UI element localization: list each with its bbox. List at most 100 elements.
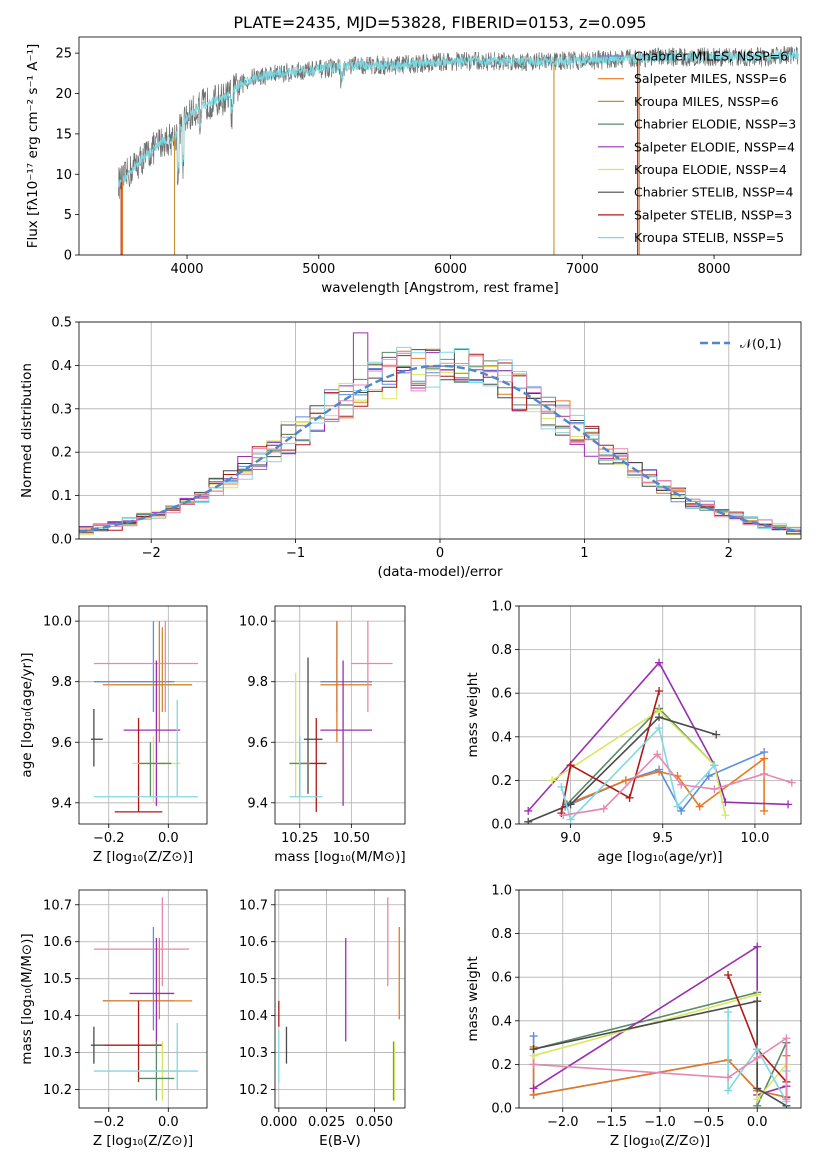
plot-area: [278, 897, 400, 1101]
weight-marker: [782, 1095, 791, 1104]
legend-entry: 𝒩(0,1): [740, 336, 782, 351]
x-tick-label: 1: [580, 546, 588, 561]
weight-marker: [529, 1060, 538, 1069]
y-tick-label: 10.0: [239, 615, 268, 630]
y-tick-label: 0.2: [491, 774, 512, 789]
x-axis-label: Z [log₁₀(Z/Z⊙)]: [610, 1133, 710, 1149]
error-bar-point: [102, 938, 193, 1020]
weight-marker: [621, 776, 630, 785]
error-bar-point: [93, 1023, 199, 1090]
y-tick-label: 10.2: [239, 1083, 268, 1098]
y-tick-label: 0.6: [491, 687, 512, 702]
error-bar-point: [93, 621, 199, 712]
y-tick-label: 0.0: [491, 1102, 512, 1117]
error-bar-point: [114, 718, 163, 813]
weight-marker: [566, 761, 575, 770]
weight-marker: [753, 1095, 762, 1104]
y-tick-label: 0.8: [491, 643, 512, 658]
x-tick-label: 8000: [697, 262, 730, 277]
weight-marker: [655, 724, 664, 733]
error-bar-point: [289, 736, 323, 798]
weight-marker: [524, 806, 533, 815]
x-tick-label: −0.2: [93, 1115, 125, 1130]
mass-vs-ebv-panel: 0.000 0.025 0.050 10.2 10.3 10.4 10.5 10.6 10.7 E…: [239, 889, 406, 1149]
legend-entry: Salpeter ELODIE, NSSP=4: [634, 139, 795, 154]
error-bar-point: [299, 718, 327, 812]
y-tick-label: 9.6: [51, 736, 72, 751]
y-tick-label: 5: [64, 208, 72, 223]
weight-marker: [557, 782, 566, 791]
weight-marker: [566, 815, 575, 824]
error-bar-point: [320, 660, 372, 806]
weight-marker: [673, 802, 682, 811]
weight-marker: [625, 793, 634, 802]
weight-marker: [724, 1008, 733, 1017]
weight-marker: [724, 1086, 733, 1095]
x-axis-label: wavelength [Angstrom, rest frame]: [321, 280, 559, 296]
y-tick-label: 0.8: [491, 927, 512, 942]
y-tick-label: 9.4: [51, 796, 72, 811]
weight-vs-metallicity-panel: −2.0 −1.5 −1.0 −0.5 0.0 0.0 0.2 0.4 0.6 0.8 1.0 Z […: [465, 884, 802, 1149]
y-tick-label: 0.1: [51, 489, 72, 504]
y-tick-label: 10.4: [239, 1009, 268, 1024]
y-tick-label: 0.2: [51, 446, 72, 461]
error-bar-point: [114, 627, 193, 712]
x-tick-label: −0.2: [93, 831, 125, 846]
x-tick-label: 6000: [434, 262, 467, 277]
y-tick-label: 10: [55, 168, 72, 183]
weight-marker: [559, 811, 568, 820]
legend-entry: Kroupa ELODIE, NSSP=4: [634, 162, 787, 177]
age-vs-mass-panel: 10.25 10.50 9.4 9.6 9.8 10.0 mass [log₁₀(M/M⊙)…: [239, 605, 406, 865]
error-bar-point: [138, 742, 172, 797]
legend-entry: Chabrier ELODIE, NSSP=3: [634, 117, 796, 132]
normal-reference-curve: [79, 364, 801, 533]
figure-title: PLATE=2435, MJD=53828, FIBERID=0153, z=0…: [233, 13, 646, 32]
y-tick-label: 9.8: [51, 675, 72, 690]
y-tick-label: 20: [55, 87, 72, 102]
legend-entry: Kroupa STELIB, NSSP=5: [634, 230, 784, 245]
x-tick-label: 0.000: [260, 1115, 297, 1130]
y-axis-label: mass weight: [465, 956, 481, 1041]
spectrum-panel: 4000 5000 6000 7000 8000 0 5 10 15 20 25 wavelength…: [25, 36, 802, 296]
error-bar-point: [93, 897, 190, 987]
weight-marker: [753, 942, 762, 951]
y-tick-label: 0.2: [491, 1058, 512, 1073]
weight-marker: [782, 1034, 791, 1043]
x-tick-label: −1.0: [644, 1115, 676, 1130]
y-tick-label: 0.4: [491, 1014, 512, 1029]
axes-frame: [78, 605, 208, 825]
y-tick-label: 15: [55, 127, 72, 142]
error-bar-point: [320, 621, 372, 712]
weight-marker: [653, 750, 662, 759]
weight-series-line: [527, 716, 717, 823]
x-axis-label: Z [log₁₀(Z/Z⊙)]: [93, 849, 193, 865]
y-tick-label: 0.5: [51, 316, 72, 331]
legend-entry: Salpeter MILES, NSSP=6: [634, 71, 787, 86]
weight-marker: [524, 817, 533, 824]
y-tick-label: 10.5: [239, 972, 268, 987]
y-tick-label: 0.4: [491, 730, 512, 745]
age-vs-metallicity-panel: −0.2 0.0 9.4 9.6 9.8 10.0 Z [log₁₀(Z/Z⊙)] age […: [19, 605, 208, 865]
legend-entry: Chabrier STELIB, NSSP=4: [634, 185, 794, 200]
y-axis-label: age [log₁₀(age/yr)]: [19, 652, 35, 777]
legend-entry: Kroupa MILES, NSSP=6: [634, 94, 779, 109]
x-tick-label: −2: [142, 546, 161, 561]
x-tick-label: 10.0: [740, 831, 769, 846]
x-tick-label: 7000: [566, 262, 599, 277]
plot-area: [118, 45, 799, 255]
error-bar-point: [93, 699, 199, 798]
error-bar-point: [123, 660, 181, 806]
weight-marker: [712, 730, 721, 739]
weight-marker: [721, 811, 730, 820]
y-tick-label: 10.7: [239, 898, 268, 913]
plot-area: [529, 942, 791, 1108]
x-tick-label: 0.0: [158, 1115, 179, 1130]
error-bar-point: [102, 1000, 163, 1083]
axes-frame: [78, 321, 802, 540]
y-tick-label: 9.8: [247, 675, 268, 690]
y-tick-label: 10.7: [43, 898, 72, 913]
weight-marker: [710, 761, 719, 770]
weight-marker: [529, 1084, 538, 1093]
y-tick-label: 0: [64, 249, 72, 264]
